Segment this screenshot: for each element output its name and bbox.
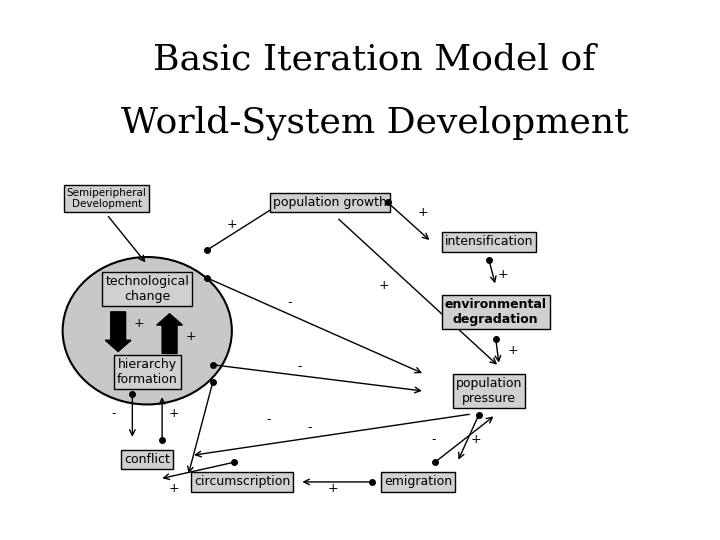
Text: -: -: [431, 433, 436, 446]
Text: +: +: [133, 316, 144, 330]
Text: +: +: [379, 279, 390, 292]
Ellipse shape: [63, 257, 232, 404]
Text: -: -: [287, 296, 292, 309]
Text: Semiperipheral
Development: Semiperipheral Development: [67, 187, 147, 209]
Text: circumscription: circumscription: [194, 475, 290, 489]
FancyArrow shape: [105, 312, 131, 352]
Text: population growth: population growth: [273, 195, 387, 209]
FancyArrow shape: [157, 314, 182, 353]
Text: -: -: [111, 407, 116, 421]
Text: +: +: [328, 482, 338, 495]
Text: +: +: [418, 206, 428, 219]
Text: emigration: emigration: [384, 475, 452, 489]
Text: +: +: [227, 218, 237, 232]
Text: -: -: [267, 413, 271, 426]
Text: -: -: [307, 421, 312, 434]
Text: +: +: [498, 267, 508, 281]
Text: environmental
degradation: environmental degradation: [445, 298, 546, 326]
Text: technological
change: technological change: [105, 275, 189, 303]
Text: intensification: intensification: [445, 235, 534, 248]
Text: population
pressure: population pressure: [456, 377, 522, 405]
Text: +: +: [508, 345, 518, 357]
Bar: [29, 151, 66, 529]
Text: Basic Iteration Model of: Basic Iteration Model of: [153, 42, 595, 76]
Text: +: +: [470, 433, 481, 446]
Text: +: +: [169, 407, 179, 421]
Text: World-System Development: World-System Development: [120, 106, 629, 140]
Text: +: +: [186, 330, 197, 343]
Text: -: -: [297, 360, 302, 373]
Text: conflict: conflict: [125, 453, 170, 466]
Text: +: +: [169, 482, 179, 495]
Text: hierarchy
formation: hierarchy formation: [117, 359, 178, 386]
